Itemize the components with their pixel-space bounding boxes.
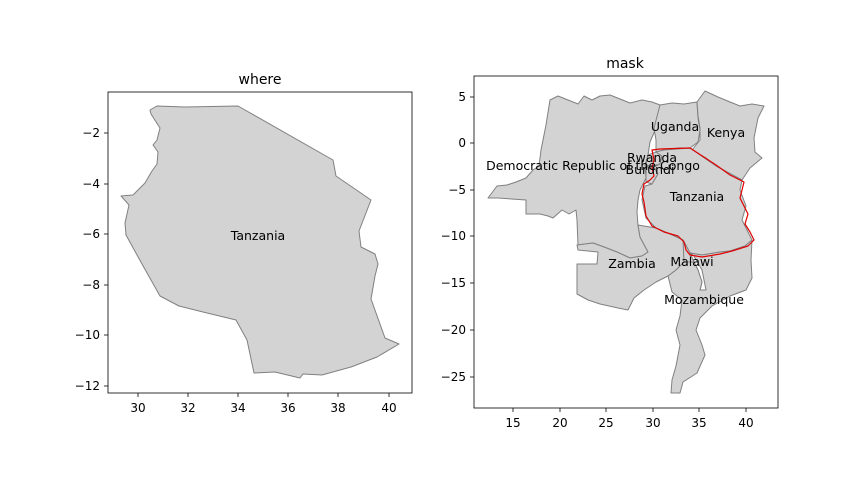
left-panel-title: where xyxy=(239,72,282,88)
right-y-tick: −15 xyxy=(441,276,466,290)
right-y-axis: 5 0 −5 −10 −15 −20 −25 xyxy=(441,90,474,384)
malawi-label: Malawi xyxy=(670,254,713,269)
right-x-tick: 30 xyxy=(645,416,660,430)
kenya-label: Kenya xyxy=(707,125,745,140)
mozambique-label: Mozambique xyxy=(664,292,744,307)
right-x-tick: 35 xyxy=(691,416,706,430)
left-y-tick: −12 xyxy=(75,379,100,393)
tanzania-label: Tanzania xyxy=(230,228,285,243)
left-x-axis: 30 32 34 36 38 40 xyxy=(130,393,397,415)
right-x-tick: 20 xyxy=(552,416,567,430)
right-y-tick: −5 xyxy=(448,183,466,197)
right-x-axis: 15 20 25 30 35 40 xyxy=(505,408,754,430)
left-y-tick: −4 xyxy=(82,177,100,191)
uganda-shape xyxy=(653,101,701,153)
left-x-tick: 30 xyxy=(130,401,145,415)
left-y-axis: −2 −4 −6 −8 −10 −12 xyxy=(75,126,108,393)
left-x-tick: 40 xyxy=(381,401,396,415)
kenya-shape xyxy=(691,90,765,181)
right-x-tick: 25 xyxy=(598,416,613,430)
right-panel: mask Uganda Kenya Rwanda Democratic Repu… xyxy=(441,56,779,430)
right-y-tick: 5 xyxy=(458,90,466,104)
burundi-label: Burundi xyxy=(626,162,675,177)
left-y-tick: −2 xyxy=(82,126,100,140)
right-y-tick: −10 xyxy=(441,229,466,243)
right-axes-frame xyxy=(473,75,779,409)
left-axes-frame xyxy=(107,91,413,394)
left-y-tick: −8 xyxy=(82,278,100,292)
left-x-tick: 34 xyxy=(230,401,245,415)
drc-label: Democratic Republic of the Congo xyxy=(486,158,700,173)
right-panel-title: mask xyxy=(606,56,645,72)
right-y-tick: −25 xyxy=(441,370,466,384)
right-y-tick: −20 xyxy=(441,323,466,337)
tanzania-shape xyxy=(120,105,400,379)
mask-outline xyxy=(641,147,755,258)
uganda-label: Uganda xyxy=(651,119,699,134)
right-x-tick: 40 xyxy=(738,416,753,430)
mozambique-shape xyxy=(667,239,753,394)
tanzania-mask-label: Tanzania xyxy=(669,189,724,204)
left-x-tick: 36 xyxy=(280,401,295,415)
zambia-label: Zambia xyxy=(608,256,655,271)
left-y-tick: −6 xyxy=(82,227,100,241)
left-x-tick: 38 xyxy=(330,401,345,415)
rwanda-label: Rwanda xyxy=(627,150,677,165)
left-y-tick: −10 xyxy=(75,328,100,342)
right-y-tick: 0 xyxy=(458,136,466,150)
left-panel: where Tanzania 30 32 34 36 38 40 xyxy=(75,72,413,415)
right-x-tick: 15 xyxy=(505,416,520,430)
left-x-tick: 32 xyxy=(180,401,195,415)
